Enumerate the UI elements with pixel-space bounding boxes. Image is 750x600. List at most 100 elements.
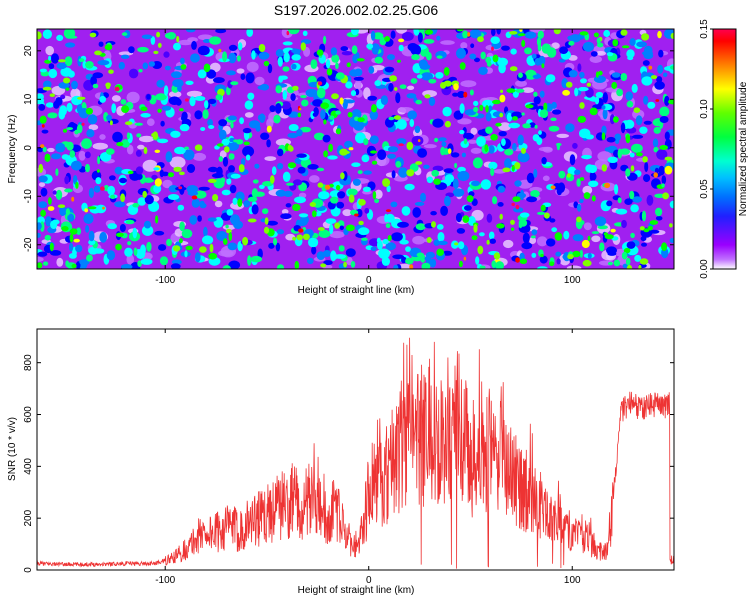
heatmap-blob (127, 170, 134, 175)
heatmap-blob (351, 162, 361, 167)
colorbar: 0.00 0.05 0.10 0.15 Normalized spectral amp… (699, 19, 749, 279)
heatmap-blob (638, 264, 642, 269)
heatmap-blob (397, 59, 401, 63)
colorbar-gradient (712, 28, 737, 270)
heatmap-blob (37, 93, 44, 101)
heatmap-blob (331, 54, 340, 63)
heatmap-blob (603, 29, 611, 38)
heatmap-blob (643, 228, 650, 233)
heatmap-blob (609, 114, 615, 125)
heatmap-blob (572, 234, 584, 242)
heatmap-peak (298, 107, 302, 111)
heatmap-blob (82, 60, 87, 69)
heatmap-blob (661, 183, 665, 188)
heatmap-blob (267, 63, 273, 74)
heatmap-low-patch (583, 222, 592, 231)
heatmap-low-patch (137, 144, 145, 150)
heatmap-blob (140, 113, 151, 118)
heatmap-blob (425, 251, 435, 259)
heatmap-blob (97, 155, 101, 165)
heatmap-blob (502, 167, 511, 173)
heatmap-x-tick-label: 100 (564, 275, 581, 286)
heatmap-blob (642, 156, 648, 163)
heatmap-blob (479, 104, 484, 112)
heatmap-low-patch (595, 51, 607, 56)
heatmap-blob (153, 50, 159, 55)
heatmap-blob (339, 97, 344, 105)
heatmap-blob (661, 175, 667, 185)
heatmap-low-patch (146, 118, 155, 126)
heatmap-blob (538, 55, 546, 66)
heatmap-blob (88, 239, 96, 246)
heatmap-blob (69, 150, 76, 158)
heatmap-blob (664, 165, 673, 175)
heatmap-blob (456, 48, 466, 59)
heatmap-blob (635, 115, 643, 126)
heatmap-blob (307, 257, 314, 265)
heatmap-blob (620, 73, 628, 81)
heatmap-blob (263, 60, 270, 67)
heatmap-low-patch (395, 29, 408, 34)
heatmap-blob (338, 245, 345, 252)
heatmap-blob (477, 245, 484, 255)
line-y-ticks: 0 200 400 600 800 (23, 354, 674, 573)
heatmap-peak (114, 86, 120, 92)
heatmap-blob (526, 196, 538, 203)
heatmap-blob (330, 253, 338, 260)
heatmap-blob (297, 166, 306, 174)
heatmap-blob (87, 114, 98, 125)
heatmap-low-patch (556, 133, 569, 138)
heatmap-blob (524, 31, 537, 39)
heatmap-blob (292, 203, 301, 211)
heatmap-blob (37, 31, 42, 40)
heatmap-blob (620, 29, 628, 36)
heatmap-blob (63, 128, 67, 133)
heatmap-blob (126, 132, 130, 140)
heatmap-blob (128, 68, 139, 79)
heatmap-blob (41, 129, 49, 134)
heatmap-low-patch (457, 118, 472, 125)
heatmap-blob (580, 78, 587, 84)
heatmap-blob (625, 91, 633, 101)
heatmap-blob (414, 201, 425, 206)
heatmap-blob (540, 204, 546, 212)
heatmap-blob (215, 29, 227, 34)
heatmap-blob (204, 100, 209, 109)
heatmap-blob (517, 33, 526, 37)
heatmap-blob (109, 120, 113, 126)
heatmap-blob (300, 95, 307, 99)
heatmap-low-patch (551, 42, 560, 49)
heatmap-blob (170, 71, 182, 79)
heatmap-blob (75, 261, 81, 269)
heatmap-blob (116, 142, 124, 147)
heatmap-blob (229, 184, 237, 194)
heatmap-blob (320, 263, 327, 268)
heatmap-blob (161, 171, 169, 177)
heatmap-blob (384, 213, 388, 223)
heatmap-blob (591, 231, 600, 235)
heatmap-blob (157, 108, 162, 113)
heatmap-blob (658, 49, 664, 58)
heatmap-blob (485, 126, 493, 134)
heatmap-blob (632, 134, 644, 139)
heatmap-blob (226, 209, 234, 216)
heatmap-x-tick-label: -100 (155, 275, 175, 286)
heatmap-blob (189, 215, 198, 225)
heatmap-blob (137, 46, 149, 53)
heatmap-blob (579, 198, 584, 204)
heatmap-blob (533, 91, 538, 97)
heatmap-blob (350, 90, 357, 97)
heatmap-blob (369, 110, 378, 120)
heatmap-blob (258, 44, 266, 52)
heatmap-blob (497, 202, 504, 207)
heatmap-blob (530, 190, 540, 198)
heatmap-blob (488, 161, 498, 170)
heatmap-blob (617, 148, 622, 159)
heatmap-blob (579, 102, 585, 109)
heatmap-blob (471, 180, 480, 187)
heatmap-blob (262, 181, 274, 187)
heatmap-blob (66, 102, 73, 112)
heatmap-blob (573, 201, 579, 209)
heatmap-blob (380, 95, 388, 105)
heatmap-blob (371, 104, 377, 113)
